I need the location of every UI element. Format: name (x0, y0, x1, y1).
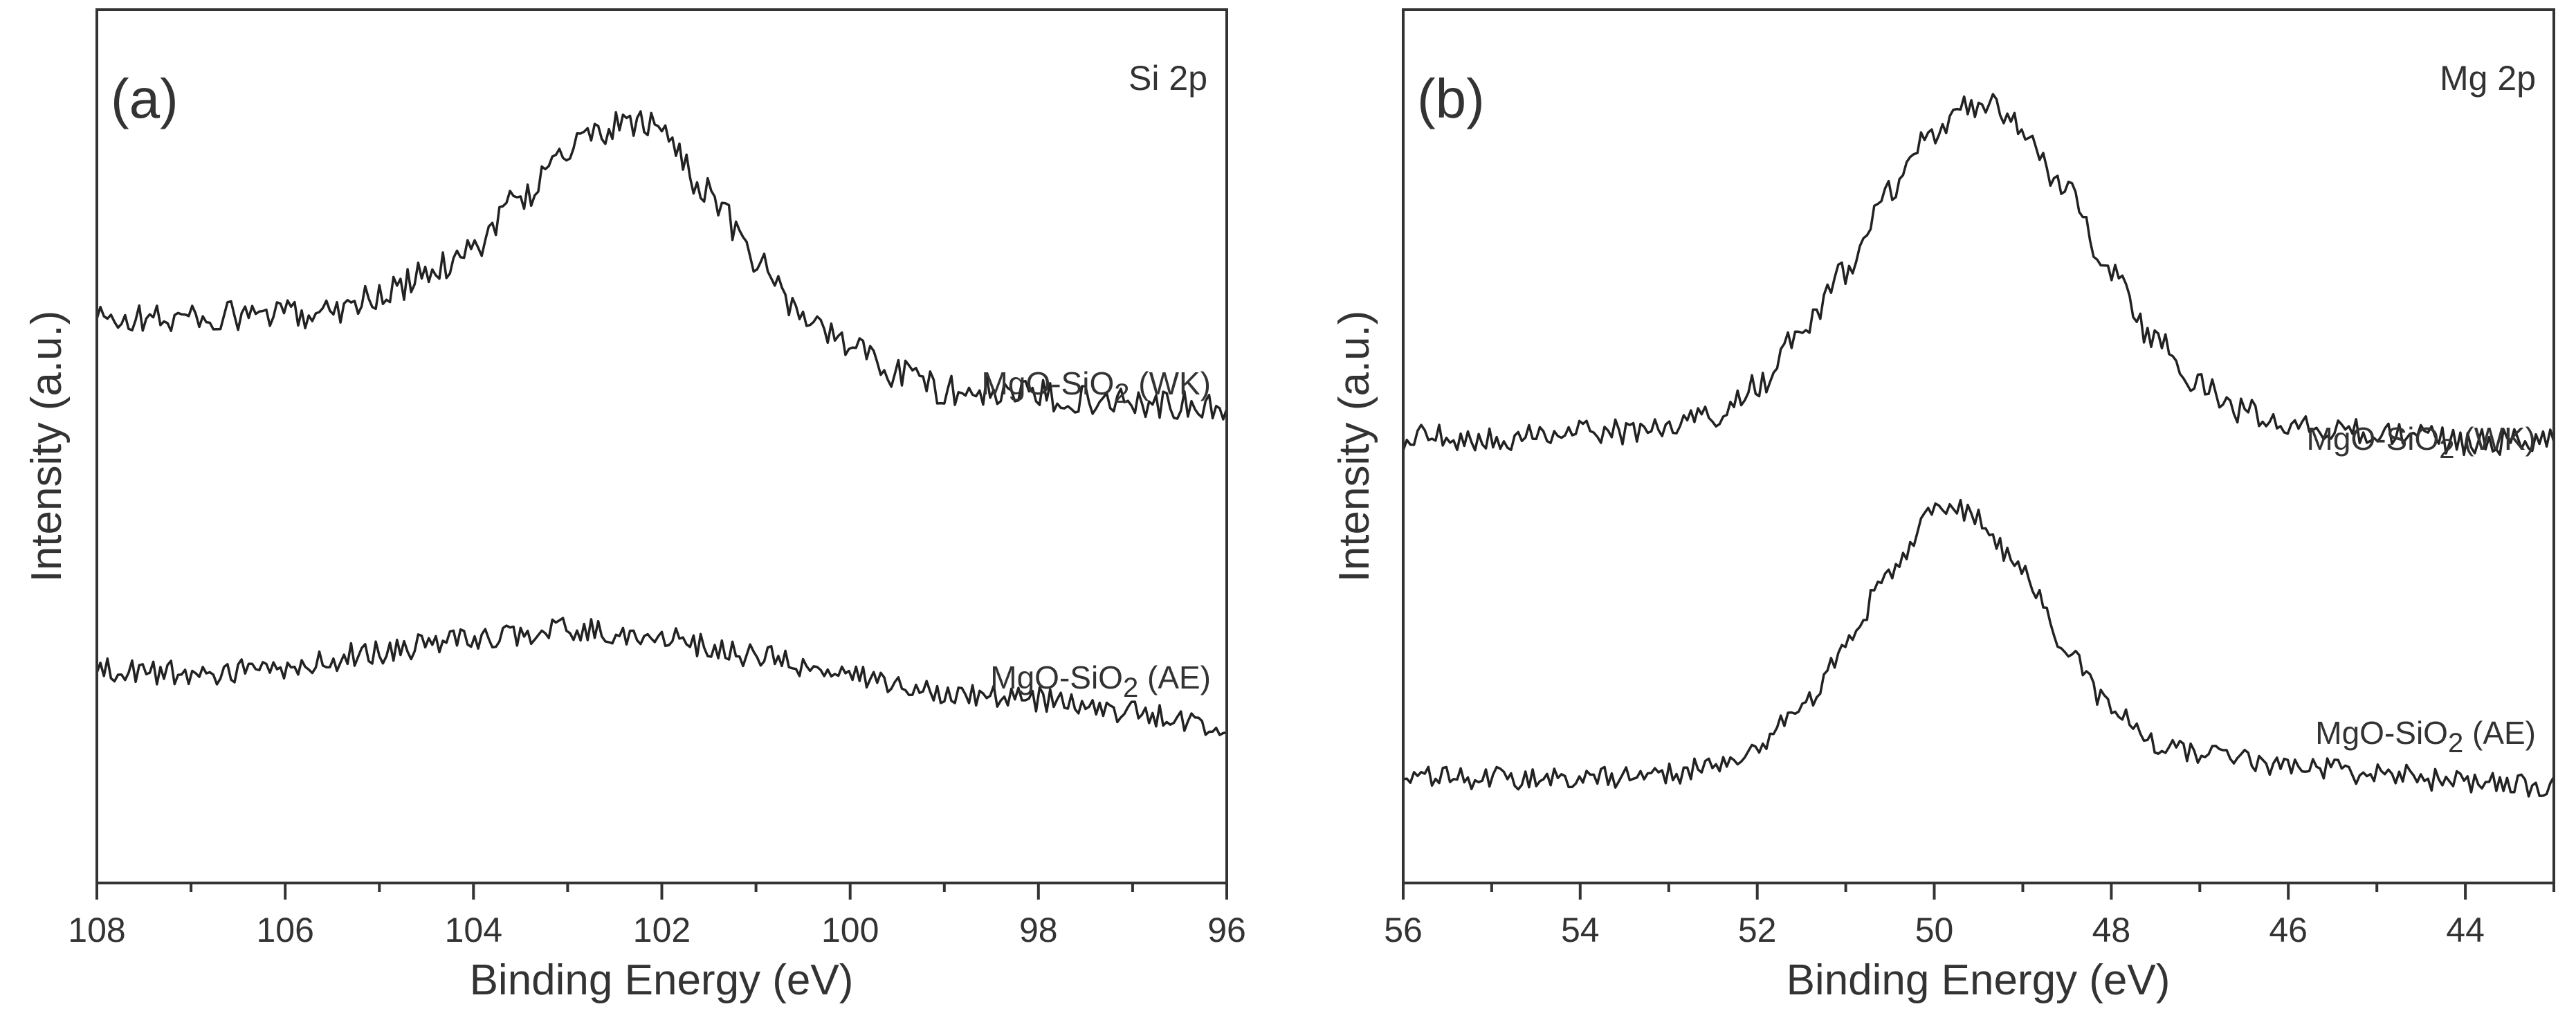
panel-b-series-1-label: MgO-SiO2 (AE) (2315, 715, 2536, 758)
panel-b-x-tick-label: 46 (2269, 911, 2308, 949)
panel-b-series-1-line (1403, 498, 2555, 798)
panel-a-series-1-label-main: MgO-SiO (990, 659, 1123, 695)
panel-a-series-1-line (95, 617, 1227, 736)
panel-b-x-tick-label: 44 (2446, 911, 2485, 949)
panel-b-series-0-line (1402, 93, 2555, 457)
panel-b-x-tick-label: 56 (1384, 911, 1423, 949)
panel-a-x-tick-label: 108 (68, 911, 125, 949)
panel-b-series-0-label-sub: 2 (2439, 434, 2454, 464)
panel-b-corner-label: Mg 2p (2440, 59, 2536, 98)
panel-a-y-axis-title: Intensity (a.u.) (23, 311, 71, 583)
panel-b-series-0-label-tail: (WK) (2454, 421, 2536, 457)
panel-a-x-tick-label: 98 (1019, 911, 1058, 949)
panel-a-series-layer (95, 110, 1228, 736)
panel-b-label: (b) (1417, 68, 1485, 129)
panel-b-series-0-label-main: MgO-SiO (2307, 421, 2440, 457)
panel-b-series-layer (1402, 93, 2555, 798)
panel-a-x-tick-label: 100 (821, 911, 879, 949)
panel-a-x-tick-label: 106 (256, 911, 313, 949)
panel-b-x-tick-label: 54 (1561, 911, 1600, 949)
panel-b-x-tick-label: 48 (2092, 911, 2131, 949)
panel-a-x-tick-label: 102 (633, 911, 691, 949)
panel-b-series-1-label-tail: (AE) (2463, 715, 2536, 751)
panel-b-series-1-label-sub: 2 (2448, 728, 2463, 758)
panel-b-tick-layer: 56 54 52 50 48 46 44 (1384, 883, 2555, 949)
panel-b-series-1-label-main: MgO-SiO (2315, 715, 2448, 751)
panel-b-series-0-label: MgO-SiO2 (WK) (2307, 421, 2536, 464)
panel-b-x-tick-label: 50 (1915, 911, 1954, 949)
panel-a-label: (a) (111, 68, 179, 129)
panel-b: 56 54 52 50 48 46 44 (b) Mg 2p MgO-SiO2 (WK) M… (1331, 8, 2555, 1004)
panel-a-x-tick-label: 96 (1207, 911, 1246, 949)
panel-a-series-0-label: MgO-SiO2 (WK) (982, 365, 1211, 409)
panel-a-series-0-label-main: MgO-SiO (982, 365, 1115, 401)
panel-a-series-0-label-tail: (WK) (1129, 365, 1211, 401)
panel-a-x-axis-title: Binding Energy (eV) (470, 956, 854, 1004)
panel-b-x-tick-label: 52 (1738, 911, 1777, 949)
panel-b-axes-frame (1402, 8, 2555, 884)
panel-a: 108 106 104 102 100 98 96 (a) Si 2p MgO-SiO2 (… (23, 8, 1246, 1004)
panel-a-series-1-label-tail: (AE) (1138, 659, 1211, 695)
panel-a-corner-label: Si 2p (1129, 59, 1207, 98)
panel-a-series-0-line (95, 110, 1228, 421)
panel-b-y-axis-title: Intensity (a.u.) (1331, 311, 1378, 583)
panel-a-x-tick-label: 104 (445, 911, 502, 949)
panel-a-series-0-label-sub: 2 (1114, 379, 1129, 409)
panel-a-tick-layer: 108 106 104 102 100 98 96 (68, 883, 1246, 949)
panel-a-series-1-label: MgO-SiO2 (AE) (990, 659, 1211, 703)
panel-a-series-1-label-sub: 2 (1123, 673, 1138, 703)
panel-b-x-axis-title: Binding Energy (eV) (1787, 956, 2171, 1004)
